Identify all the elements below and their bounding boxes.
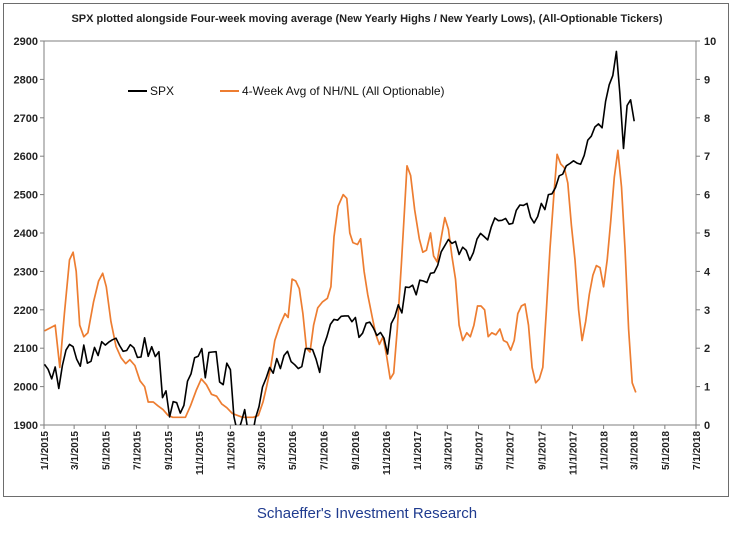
x-axis: 1/1/2015 3/1/2015 5/1/2015 7/1/2015 9/1/2015…	[40, 425, 703, 475]
x-tick-label: 1/1/2016	[226, 431, 237, 470]
y-right-tick-label: 1	[704, 382, 710, 394]
x-tick-label: 11/1/2015	[195, 431, 206, 475]
x-tick-label: 11/1/2017	[568, 431, 579, 475]
x-tick-label: 7/1/2015	[132, 431, 143, 470]
x-tick-label: 9/1/2015	[164, 431, 175, 470]
legend-label-spx: SPX	[150, 84, 174, 98]
x-tick-label: 9/1/2017	[537, 431, 548, 470]
y-left-tick-label: 2400	[14, 228, 38, 240]
y-left-tick-label: 2900	[14, 36, 38, 48]
series-layer	[44, 50, 637, 425]
y-left-tick-label: 2100	[14, 343, 38, 355]
x-tick-label: 5/1/2016	[288, 431, 299, 470]
x-tick-label: 5/1/2015	[101, 431, 112, 470]
y-left-tick-label: 2800	[14, 74, 38, 86]
y-right-tick-label: 8	[704, 113, 710, 125]
chart-canvas: SPX plotted alongside Four-week moving a…	[14, 13, 717, 475]
x-tick-label: 7/1/2016	[319, 431, 330, 470]
x-tick-label: 7/1/2017	[506, 431, 517, 470]
x-tick-label: 9/1/2016	[351, 431, 362, 470]
x-tick-label: 7/1/2018	[692, 431, 703, 470]
y-right-tick-label: 10	[704, 36, 716, 48]
y-right-tick-label: 5	[704, 228, 710, 240]
x-tick-label: 3/1/2015	[70, 431, 81, 470]
x-tick-label: 3/1/2016	[257, 431, 268, 470]
x-tick-label: 3/1/2017	[443, 431, 454, 470]
y-axis-left: 1900 2000 2100 2200 2300 2400 2500 2600 2700 2800…	[14, 36, 44, 432]
y-axis-right: 0 1 2 3 4 5 6 7 8 9 10	[696, 36, 716, 432]
x-tick-label: 3/1/2018	[630, 431, 641, 470]
y-left-tick-label: 2000	[14, 382, 38, 394]
y-right-tick-label: 0	[704, 420, 710, 432]
plot-area	[43, 40, 697, 426]
x-tick-label: 5/1/2018	[661, 431, 672, 470]
legend-label-nhnl: 4-Week Avg of NH/NL (All Optionable)	[242, 84, 445, 98]
y-right-tick-label: 2	[704, 343, 710, 355]
x-tick-label: 1/1/2015	[40, 431, 51, 470]
source-credit: Schaeffer's Investment Research	[256, 505, 478, 522]
y-right-tick-label: 7	[704, 151, 710, 163]
y-left-tick-label: 2700	[14, 113, 38, 125]
y-right-tick-label: 4	[704, 266, 711, 278]
series-line-spx	[44, 50, 635, 425]
legend: SPX 4-Week Avg of NH/NL (All Optionable)	[128, 84, 445, 98]
x-tick-label: 1/1/2017	[413, 431, 424, 470]
chart-title: SPX plotted alongside Four-week moving a…	[71, 13, 662, 25]
x-tick-label: 5/1/2017	[474, 431, 485, 470]
y-left-tick-label: 2600	[14, 151, 38, 163]
series-line-nhnl-avg	[44, 149, 637, 419]
y-right-tick-label: 3	[704, 305, 710, 317]
y-right-tick-label: 6	[704, 190, 710, 202]
x-tick-label: 1/1/2018	[600, 431, 611, 470]
y-left-tick-label: 2200	[14, 305, 38, 317]
y-left-tick-label: 1900	[14, 420, 38, 432]
y-left-tick-label: 2300	[14, 266, 38, 278]
y-right-tick-label: 9	[704, 74, 710, 86]
y-left-tick-label: 2500	[14, 190, 38, 202]
x-tick-label: 11/1/2016	[382, 431, 393, 475]
